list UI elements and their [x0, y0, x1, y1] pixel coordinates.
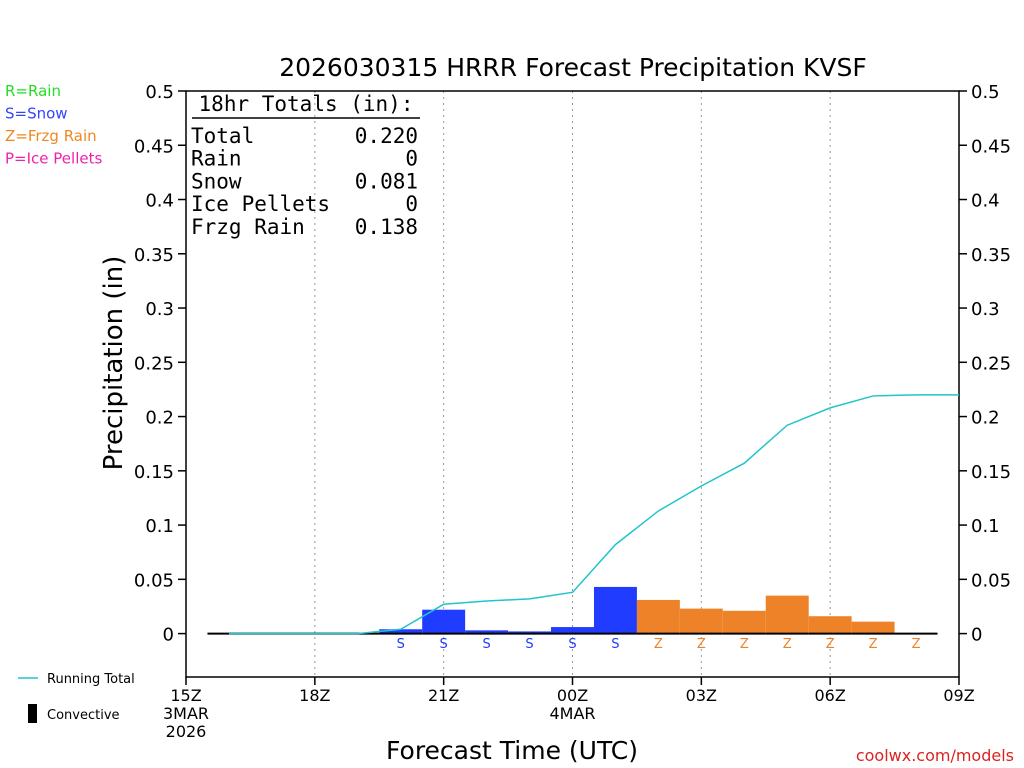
- y-tick-label-left: 0.25: [134, 353, 174, 374]
- bar-28: [722, 610, 766, 634]
- type-mark-27: Z: [697, 637, 706, 652]
- chart-title: 2026030315 HRRR Forecast Precipitation K…: [279, 53, 867, 82]
- running-total-line: [228, 394, 959, 635]
- bar-27: [679, 608, 723, 634]
- y-tick-label-right: 0.25: [971, 353, 1011, 374]
- convective-legend-label: Convective: [47, 708, 120, 723]
- type-mark-22: S: [482, 637, 490, 652]
- type-mark-30: Z: [826, 637, 835, 652]
- totals-box: 18hr Totals (in): Total 0.220 Rain 0 Snow 0.0…: [191, 92, 420, 239]
- type-mark-31: Z: [869, 637, 878, 652]
- y-tick-label-right: 0.5: [971, 82, 1000, 103]
- y-tick-label-left: 0.05: [134, 570, 174, 591]
- y-tick-label-left: 0.45: [134, 136, 174, 157]
- y-tick-label-left: 0.35: [134, 245, 174, 266]
- precip-type-legend: R=Rain S=Snow Z=Frzg Rain P=Ice Pellets: [5, 82, 102, 168]
- y-tick-label-left: 0.5: [145, 82, 174, 103]
- bar-20: [379, 629, 423, 634]
- y-tick-label-right: 0.3: [971, 299, 1000, 320]
- bar-23: [508, 631, 552, 634]
- y-tick-label-right: 0.05: [971, 570, 1011, 591]
- convective-legend-swatch: [28, 704, 37, 723]
- y-axis-label: Precipitation (in): [99, 256, 129, 471]
- x-tick-label: 21Z: [428, 686, 459, 705]
- totals-row-label: Snow: [191, 169, 242, 193]
- y-tick-label-left: 0.2: [145, 408, 174, 429]
- totals-row-value: 0: [405, 147, 418, 171]
- totals-row-value: 0.081: [355, 169, 418, 193]
- totals-row-value: 0: [405, 192, 418, 216]
- y-tick-label-left: 0.1: [145, 516, 174, 537]
- y-tick-label-left: 0: [163, 625, 174, 646]
- legend-s-label: S=Snow: [5, 105, 68, 123]
- type-mark-29: Z: [783, 637, 792, 652]
- running-total-legend-label: Running Total: [47, 672, 135, 687]
- legend-p-label: P=Ice Pellets: [5, 150, 102, 168]
- y-tick-label-right: 0.45: [971, 136, 1011, 157]
- y-tick-label-right: 0.2: [971, 408, 1000, 429]
- x-axis-label: Forecast Time (UTC): [386, 736, 638, 765]
- left-y-axis: 0 0.05 0.1 0.15 0.2 0.25 0.3 0.35 0.4 0.45 0.5: [134, 82, 186, 646]
- running-total-series: [228, 394, 959, 635]
- type-mark-25: S: [611, 637, 619, 652]
- bar-29: [765, 595, 809, 634]
- x-tick-label: 09Z: [943, 686, 974, 705]
- bar-30: [808, 616, 852, 634]
- x-tick-label: 03Z: [686, 686, 717, 705]
- right-y-axis: 0 0.05 0.1 0.15 0.2 0.25 0.3 0.35 0.4 0.45 0.5: [959, 82, 1011, 646]
- y-tick-label-left: 0.15: [134, 462, 174, 483]
- watermark: coolwx.com/models: [856, 746, 1014, 765]
- bar-24: [551, 627, 594, 634]
- bar-31: [851, 621, 895, 634]
- type-mark-32: Z: [912, 637, 921, 652]
- x-tick-label: 4MAR: [549, 704, 595, 723]
- totals-row-label: Ice Pellets: [191, 192, 330, 216]
- type-mark-21: S: [440, 637, 448, 652]
- y-tick-label-left: 0.3: [145, 299, 174, 320]
- type-mark-28: Z: [740, 637, 749, 652]
- x-tick-label: 15Z: [170, 686, 201, 705]
- y-tick-label-right: 0.4: [971, 191, 1000, 212]
- totals-row-label: Total: [191, 124, 254, 148]
- y-tick-label-right: 0.15: [971, 462, 1011, 483]
- y-tick-label-right: 0.1: [971, 516, 1000, 537]
- bar-26: [636, 599, 680, 634]
- y-tick-label-right: 0.35: [971, 245, 1011, 266]
- legend-r-label: R=Rain: [5, 82, 61, 100]
- bar-25: [593, 586, 637, 634]
- vertical-gridlines: [314, 91, 831, 677]
- x-tick-label: 3MAR: [163, 704, 209, 723]
- x-tick-label: 00Z: [557, 686, 588, 705]
- y-tick-label-right: 0: [971, 625, 982, 646]
- totals-header: 18hr Totals (in):: [199, 92, 414, 116]
- type-mark-26: Z: [654, 637, 663, 652]
- totals-row-label: Rain: [191, 147, 242, 171]
- totals-row-value: 0.220: [355, 124, 418, 148]
- type-mark-20: S: [397, 637, 405, 652]
- type-mark-24: S: [568, 637, 576, 652]
- type-mark-23: S: [525, 637, 533, 652]
- x-tick-label: 18Z: [299, 686, 330, 705]
- bar-21: [422, 609, 466, 634]
- legend-z-label: Z=Frzg Rain: [5, 127, 97, 145]
- x-tick-label: 2026: [166, 722, 207, 741]
- x-tick-label: 06Z: [815, 686, 846, 705]
- bar-22: [465, 630, 509, 634]
- totals-row-label: Frzg Rain: [191, 215, 305, 239]
- y-tick-label-left: 0.4: [145, 191, 174, 212]
- totals-row-value: 0.138: [355, 215, 418, 239]
